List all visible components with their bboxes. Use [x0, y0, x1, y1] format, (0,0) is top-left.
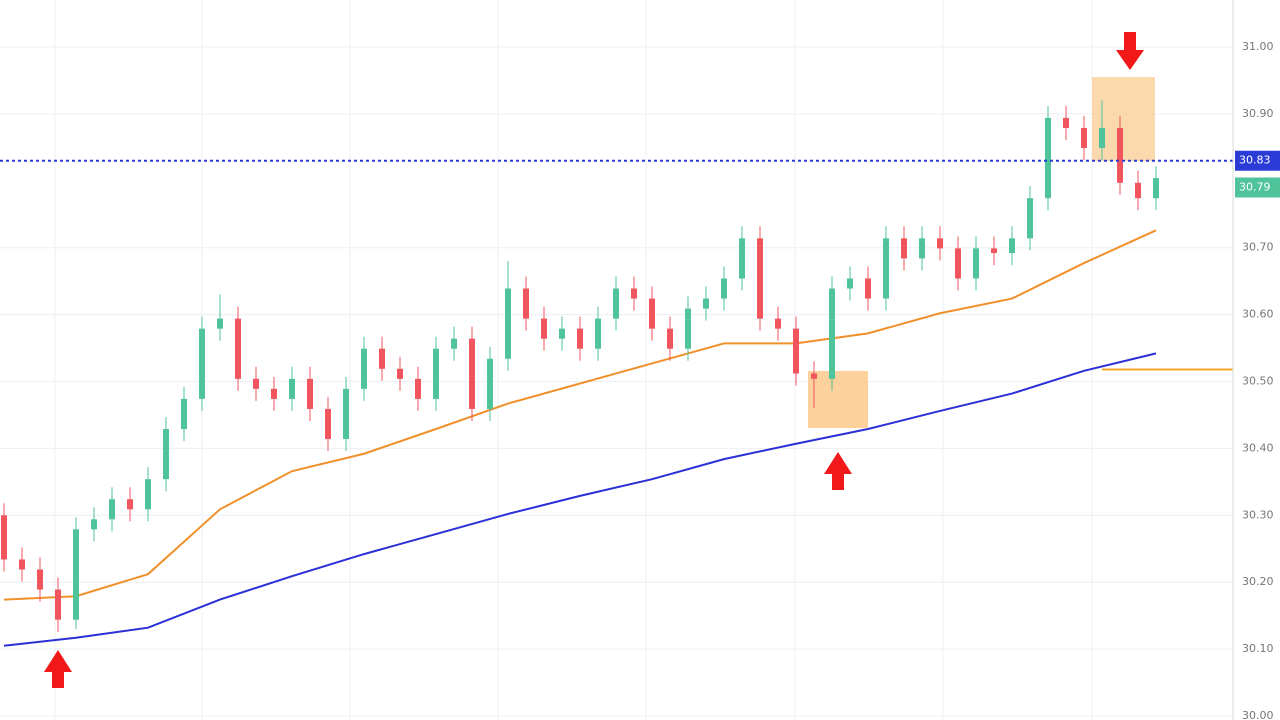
candle-body: [415, 378, 421, 399]
price-label: 30.79: [1239, 180, 1271, 193]
candle-body: [307, 378, 313, 409]
plot: [0, 100, 1233, 647]
candle-body: [1099, 127, 1105, 149]
candle-body: [793, 328, 799, 374]
candle-body: [1009, 238, 1015, 254]
arrow-down: [1116, 32, 1144, 70]
candle-body: [775, 318, 781, 329]
candle-body: [847, 278, 853, 289]
candle-body: [865, 278, 871, 299]
y-tick-label: 30.20: [1242, 575, 1274, 588]
candle-body: [559, 328, 565, 339]
candle-body: [667, 328, 673, 349]
candle-body: [217, 318, 223, 329]
candle-body: [685, 308, 691, 349]
candle-body: [631, 288, 637, 299]
candle-body: [649, 298, 655, 329]
candle-body: [811, 373, 817, 379]
vertical-grid: [54, 0, 1093, 720]
candle-body: [523, 288, 529, 319]
candle-body: [721, 278, 727, 299]
candle-body: [595, 318, 601, 349]
highlight-box: [808, 371, 868, 428]
grid: [0, 46, 1233, 717]
candle-body: [73, 529, 79, 620]
price-axis: 31.00 30.90 30.70 30.60 30.50 30.40 30.30 30.20…: [1235, 40, 1280, 720]
candle-body: [955, 248, 961, 279]
candle-body: [1045, 117, 1051, 199]
candle-body: [361, 348, 367, 389]
candle-body: [451, 338, 457, 349]
candle-body: [181, 398, 187, 429]
candle-body: [145, 479, 151, 510]
candle-body: [163, 428, 169, 480]
candle-body: [127, 499, 133, 510]
candle-body: [199, 328, 205, 399]
y-tick-label: 30.10: [1242, 642, 1274, 655]
moving-average: [3, 352, 1157, 647]
candle-body: [1081, 127, 1087, 149]
candle-body: [973, 248, 979, 279]
candle-body: [271, 388, 277, 399]
price-label-box: [1235, 150, 1280, 171]
candle-body: [469, 338, 475, 409]
moving-average: [3, 229, 1157, 601]
arrow-up: [824, 452, 852, 490]
candle-body: [505, 288, 511, 359]
candle-body: [703, 298, 709, 309]
candle-body: [343, 388, 349, 440]
candle-body: [613, 288, 619, 319]
candle-body: [901, 238, 907, 259]
candle-body: [829, 288, 835, 379]
candle-body: [1063, 117, 1069, 128]
candle-body: [55, 589, 61, 620]
y-tick-label: 31.00: [1242, 40, 1274, 53]
candle-body: [109, 499, 115, 520]
candle-body: [739, 238, 745, 279]
y-tick-label: 30.60: [1242, 308, 1274, 321]
y-tick-label: 30.50: [1242, 375, 1274, 388]
candle-body: [541, 318, 547, 339]
y-tick-label: 30.30: [1242, 508, 1274, 521]
candle-body: [1, 515, 7, 560]
candle-body: [19, 559, 25, 570]
candle-body: [883, 238, 889, 299]
candle-body: [91, 519, 97, 530]
arrow-up: [44, 650, 72, 688]
candle-body: [487, 358, 493, 409]
candle-body: [397, 368, 403, 379]
y-tick-label: 30.00: [1242, 709, 1274, 720]
candle-body: [37, 569, 43, 590]
candle-body: [757, 238, 763, 319]
highlight-box: [1092, 77, 1155, 161]
candle-body: [235, 318, 241, 379]
candle-body: [325, 408, 331, 440]
candle-body: [1135, 182, 1141, 199]
candle-body: [379, 348, 385, 369]
y-tick-label: 30.90: [1242, 107, 1274, 120]
price-label: 30.83: [1239, 154, 1271, 167]
candle-body: [919, 238, 925, 259]
candle-body: [1117, 127, 1123, 183]
price-label-box: [1235, 177, 1280, 198]
candle-body: [433, 348, 439, 399]
y-tick-label: 30.70: [1242, 241, 1274, 254]
candle-body: [1153, 178, 1159, 199]
candle-body: [253, 378, 259, 389]
candle-body: [1027, 198, 1033, 239]
candle-body: [289, 378, 295, 399]
candle-body: [937, 238, 943, 249]
candle-body: [577, 328, 583, 349]
y-tick-label: 30.40: [1242, 441, 1274, 454]
candle-body: [991, 248, 997, 254]
